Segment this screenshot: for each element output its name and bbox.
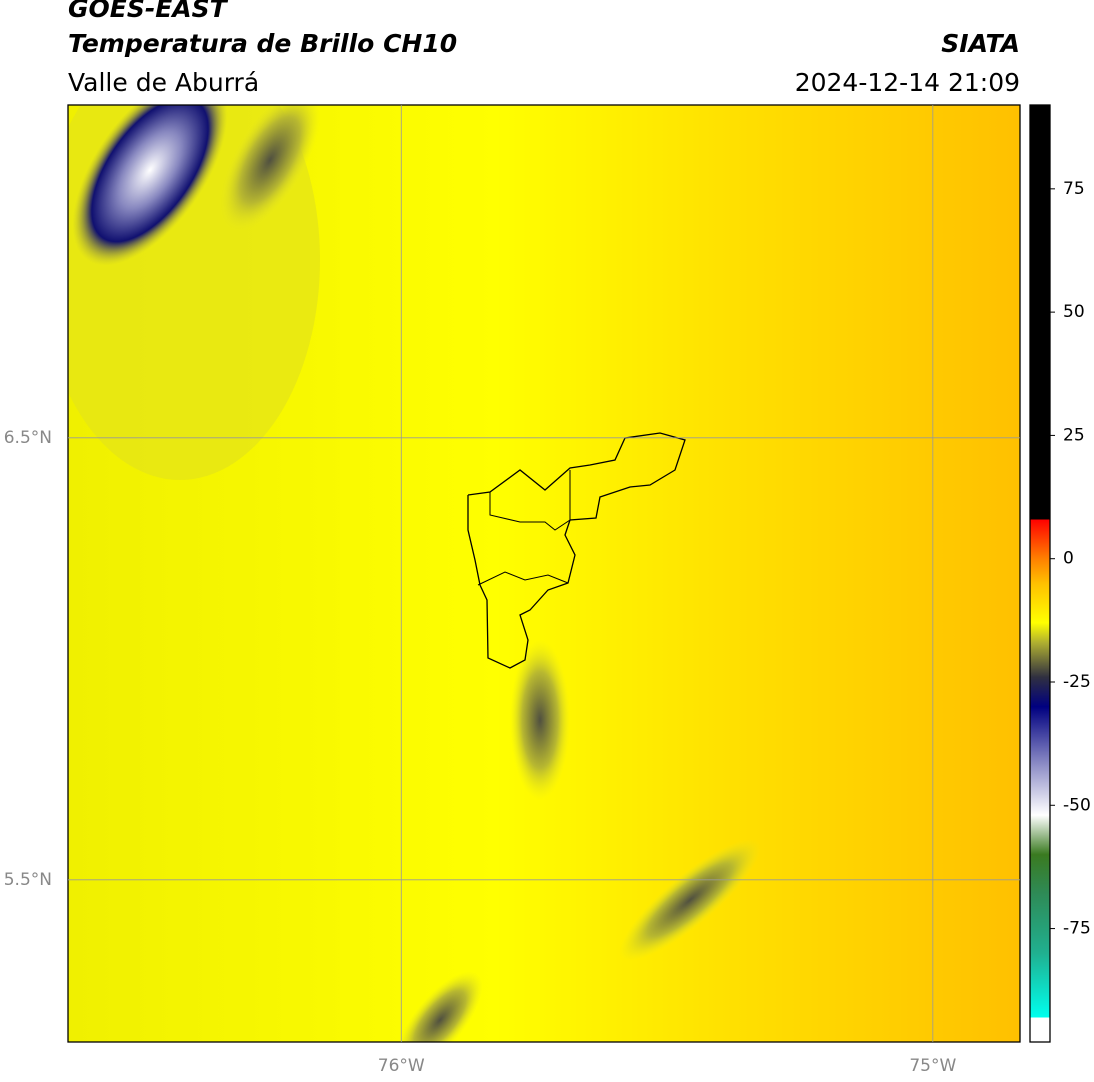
subtitle: Temperatura de Brillo CH10 <box>68 29 457 58</box>
colorbar-tick-label: -25 <box>1063 672 1091 692</box>
y-tick-label: 6.5°N <box>4 428 52 448</box>
colorbar-tick-label: -50 <box>1063 795 1091 815</box>
colorbar-tick-label: 50 <box>1063 302 1085 322</box>
y-tick-label: 5.5°N <box>4 870 52 890</box>
colorbar-tick-label: -75 <box>1063 919 1091 939</box>
map-frame <box>67 104 1021 1043</box>
map-field <box>68 105 1020 1042</box>
colorbar-tick-label: 0 <box>1063 549 1074 569</box>
region: Valle de Aburrá <box>68 68 259 97</box>
colorbar <box>1029 104 1051 1043</box>
colorbar-tick-label: 25 <box>1063 425 1085 445</box>
x-tick-label: 76°W <box>378 1056 425 1076</box>
colorbar-tick-label: 75 <box>1063 179 1085 199</box>
datetime: 2024-12-14 21:09 <box>795 68 1020 97</box>
x-tick-label: 75°W <box>909 1056 956 1076</box>
source: SIATA <box>941 29 1020 58</box>
title: GOES-EAST <box>68 0 229 23</box>
